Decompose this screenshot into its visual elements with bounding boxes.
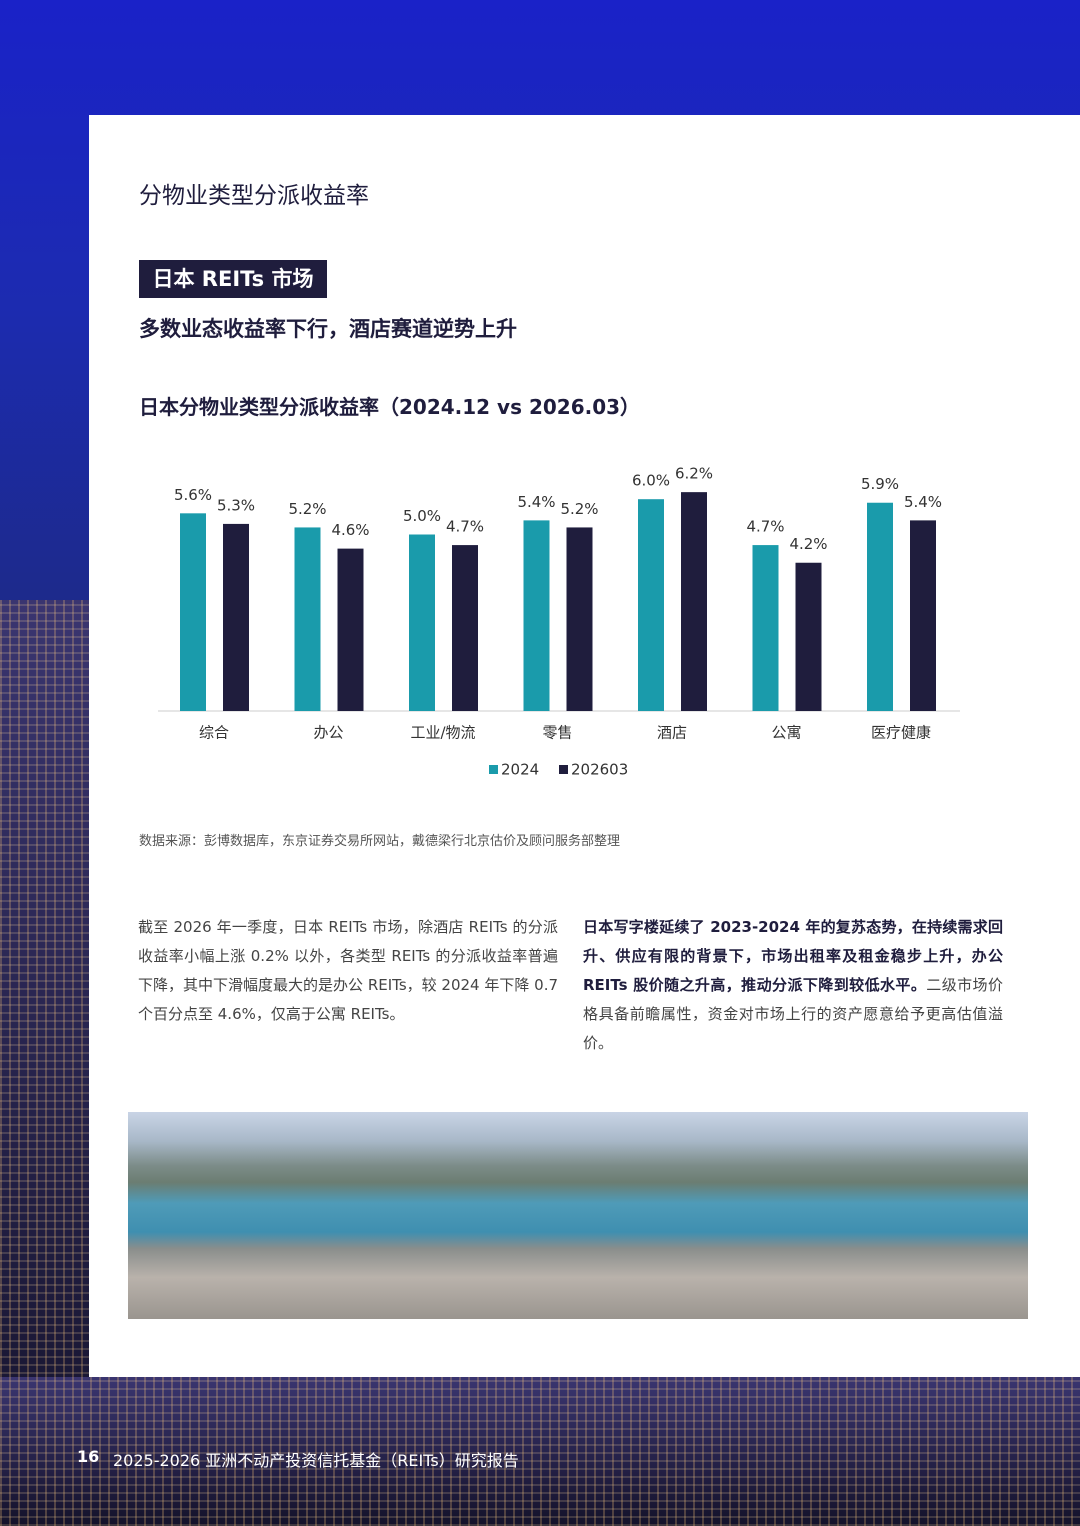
x-tick-label: 综合 bbox=[199, 724, 229, 742]
x-tick-label: 工业/物流 bbox=[410, 724, 475, 742]
bar bbox=[566, 527, 593, 711]
data-label: 5.2% bbox=[288, 500, 326, 518]
data-label: 5.3% bbox=[217, 496, 255, 514]
body-text: 日本写字楼延续了 2023-2024 年的复苏态势，在持续需求回升、供应有限的背… bbox=[583, 913, 1003, 1058]
data-label: 4.6% bbox=[331, 521, 369, 539]
bar bbox=[638, 499, 664, 711]
page-number: 16 bbox=[77, 1447, 100, 1466]
market-tag: 日本 REITs 市场 bbox=[139, 260, 327, 298]
city-photo bbox=[128, 1112, 1028, 1319]
body-text: 截至 2026 年一季度，日本 REITs 市场，除酒店 REITs 的分派收益… bbox=[138, 918, 558, 1023]
bar bbox=[752, 545, 779, 711]
data-label: 5.6% bbox=[174, 486, 212, 504]
bar bbox=[223, 523, 249, 711]
data-label: 5.4% bbox=[904, 493, 942, 511]
x-tick-label: 医疗健康 bbox=[871, 724, 931, 742]
legend-swatch bbox=[489, 765, 498, 774]
bar bbox=[452, 545, 478, 711]
legend-label: 202603 bbox=[571, 761, 628, 779]
data-label: 5.2% bbox=[560, 500, 598, 518]
x-tick-label: 零售 bbox=[542, 724, 572, 742]
bar bbox=[910, 520, 936, 711]
data-label: 5.0% bbox=[403, 507, 441, 525]
data-label: 5.4% bbox=[517, 493, 555, 511]
data-label: 6.2% bbox=[675, 465, 713, 483]
legend-swatch bbox=[559, 765, 568, 774]
data-label: 5.9% bbox=[861, 475, 899, 493]
bar bbox=[523, 520, 550, 711]
report-title: 2025-2026 亚洲不动产投资信托基金（REITs）研究报告 bbox=[113, 1451, 519, 1470]
bar bbox=[337, 548, 364, 711]
subtitle: 多数业态收益率下行，酒店赛道逆势上升 bbox=[139, 317, 517, 341]
data-label: 4.7% bbox=[446, 518, 484, 536]
section-title: 分物业类型分派收益率 bbox=[139, 183, 369, 209]
body-normal: 二级市场价格具备前瞻属性，资金对市场上行的资产愿意给予更高估值溢价。 bbox=[583, 976, 1003, 1052]
bar bbox=[409, 534, 435, 711]
chart-title: 日本分物业类型分派收益率（2024.12 vs 2026.03） bbox=[139, 395, 641, 419]
bar bbox=[681, 492, 707, 711]
city-backdrop bbox=[0, 1377, 1080, 1526]
x-tick-label: 办公 bbox=[313, 724, 343, 742]
bar bbox=[294, 527, 321, 711]
chart: 综合 5.6% 5.3% 办公 5.2% 4.6% 工业/物流 5.0% 4.7% 零售 5.4% 5… bbox=[158, 465, 960, 779]
bar bbox=[867, 502, 893, 711]
data-label: 6.0% bbox=[632, 472, 670, 490]
x-tick-label: 酒店 bbox=[657, 724, 687, 742]
data-label: 4.7% bbox=[746, 518, 784, 536]
body-bold: 日本写字楼延续了 2023-2024 年的复苏态势，在持续需求回升、供应有限的背… bbox=[583, 918, 1003, 994]
legend-label: 2024 bbox=[501, 761, 539, 779]
bar bbox=[795, 562, 822, 711]
data-label: 4.2% bbox=[789, 535, 827, 553]
source-note: 数据来源：彭博数据库，东京证券交易所网站，戴德梁行北京估价及顾问服务部整理 bbox=[139, 834, 621, 849]
city-backdrop bbox=[0, 600, 89, 1526]
x-tick-label: 公寓 bbox=[771, 724, 801, 742]
bar bbox=[180, 513, 206, 711]
